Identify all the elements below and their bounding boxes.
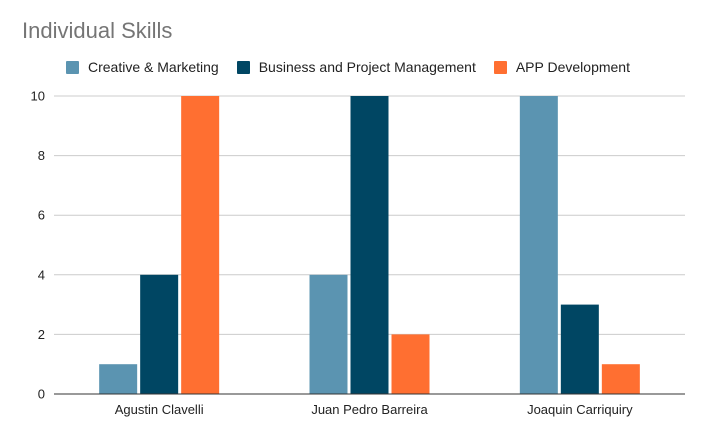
legend-swatch-creative-marketing [66, 60, 79, 74]
legend-item-app-development: APP Development [493, 59, 630, 75]
legend-label-business-project-management: Business and Project Management [258, 59, 476, 75]
bar-joaquin-carriquiry-creative-marketing [519, 96, 558, 394]
y-tick-label-8: 8 [38, 148, 45, 163]
bar-agustin-clavelli-business-and-project-management [140, 274, 179, 394]
bar-joaquin-carriquiry-business-and-project-management [560, 304, 599, 394]
bar-agustin-clavelli-app-development [181, 96, 220, 394]
legend-item-creative-marketing: Creative & Marketing [66, 59, 219, 75]
bar-juan-pedro-barreira-app-development [391, 334, 430, 394]
bar-juan-pedro-barreira-business-and-project-management [350, 96, 389, 394]
legend-swatch-app-development [493, 60, 507, 74]
chart-legend: Creative & Marketing Business and Projec… [66, 57, 648, 77]
bar-juan-pedro-barreira-creative-marketing [309, 274, 348, 394]
legend-label-creative-marketing: Creative & Marketing [88, 59, 219, 75]
bar-agustin-clavelli-creative-marketing [99, 364, 138, 394]
x-category-label-3: Joaquin Carriquiry [527, 402, 633, 417]
x-category-label-2: Juan Pedro Barreira [311, 402, 428, 417]
bar-joaquin-carriquiry-app-development [601, 364, 640, 394]
legend-label-app-development: APP Development [515, 59, 630, 75]
y-tick-label-4: 4 [38, 267, 45, 282]
legend-item-business-project-management: Business and Project Management [236, 59, 476, 75]
axis-labels: 0 2 4 6 8 10 Agustin Clavelli Juan Pedro Barrei… [31, 89, 634, 418]
x-category-label-1: Agustin Clavelli [115, 402, 204, 417]
y-tick-label-2: 2 [38, 327, 45, 342]
y-tick-label-0: 0 [38, 387, 45, 402]
y-tick-label-10: 10 [31, 89, 45, 104]
chart-title: Individual Skills [22, 18, 173, 43]
legend-swatch-business-project-management [236, 60, 250, 74]
bars [99, 96, 640, 394]
y-tick-label-6: 6 [38, 208, 45, 223]
